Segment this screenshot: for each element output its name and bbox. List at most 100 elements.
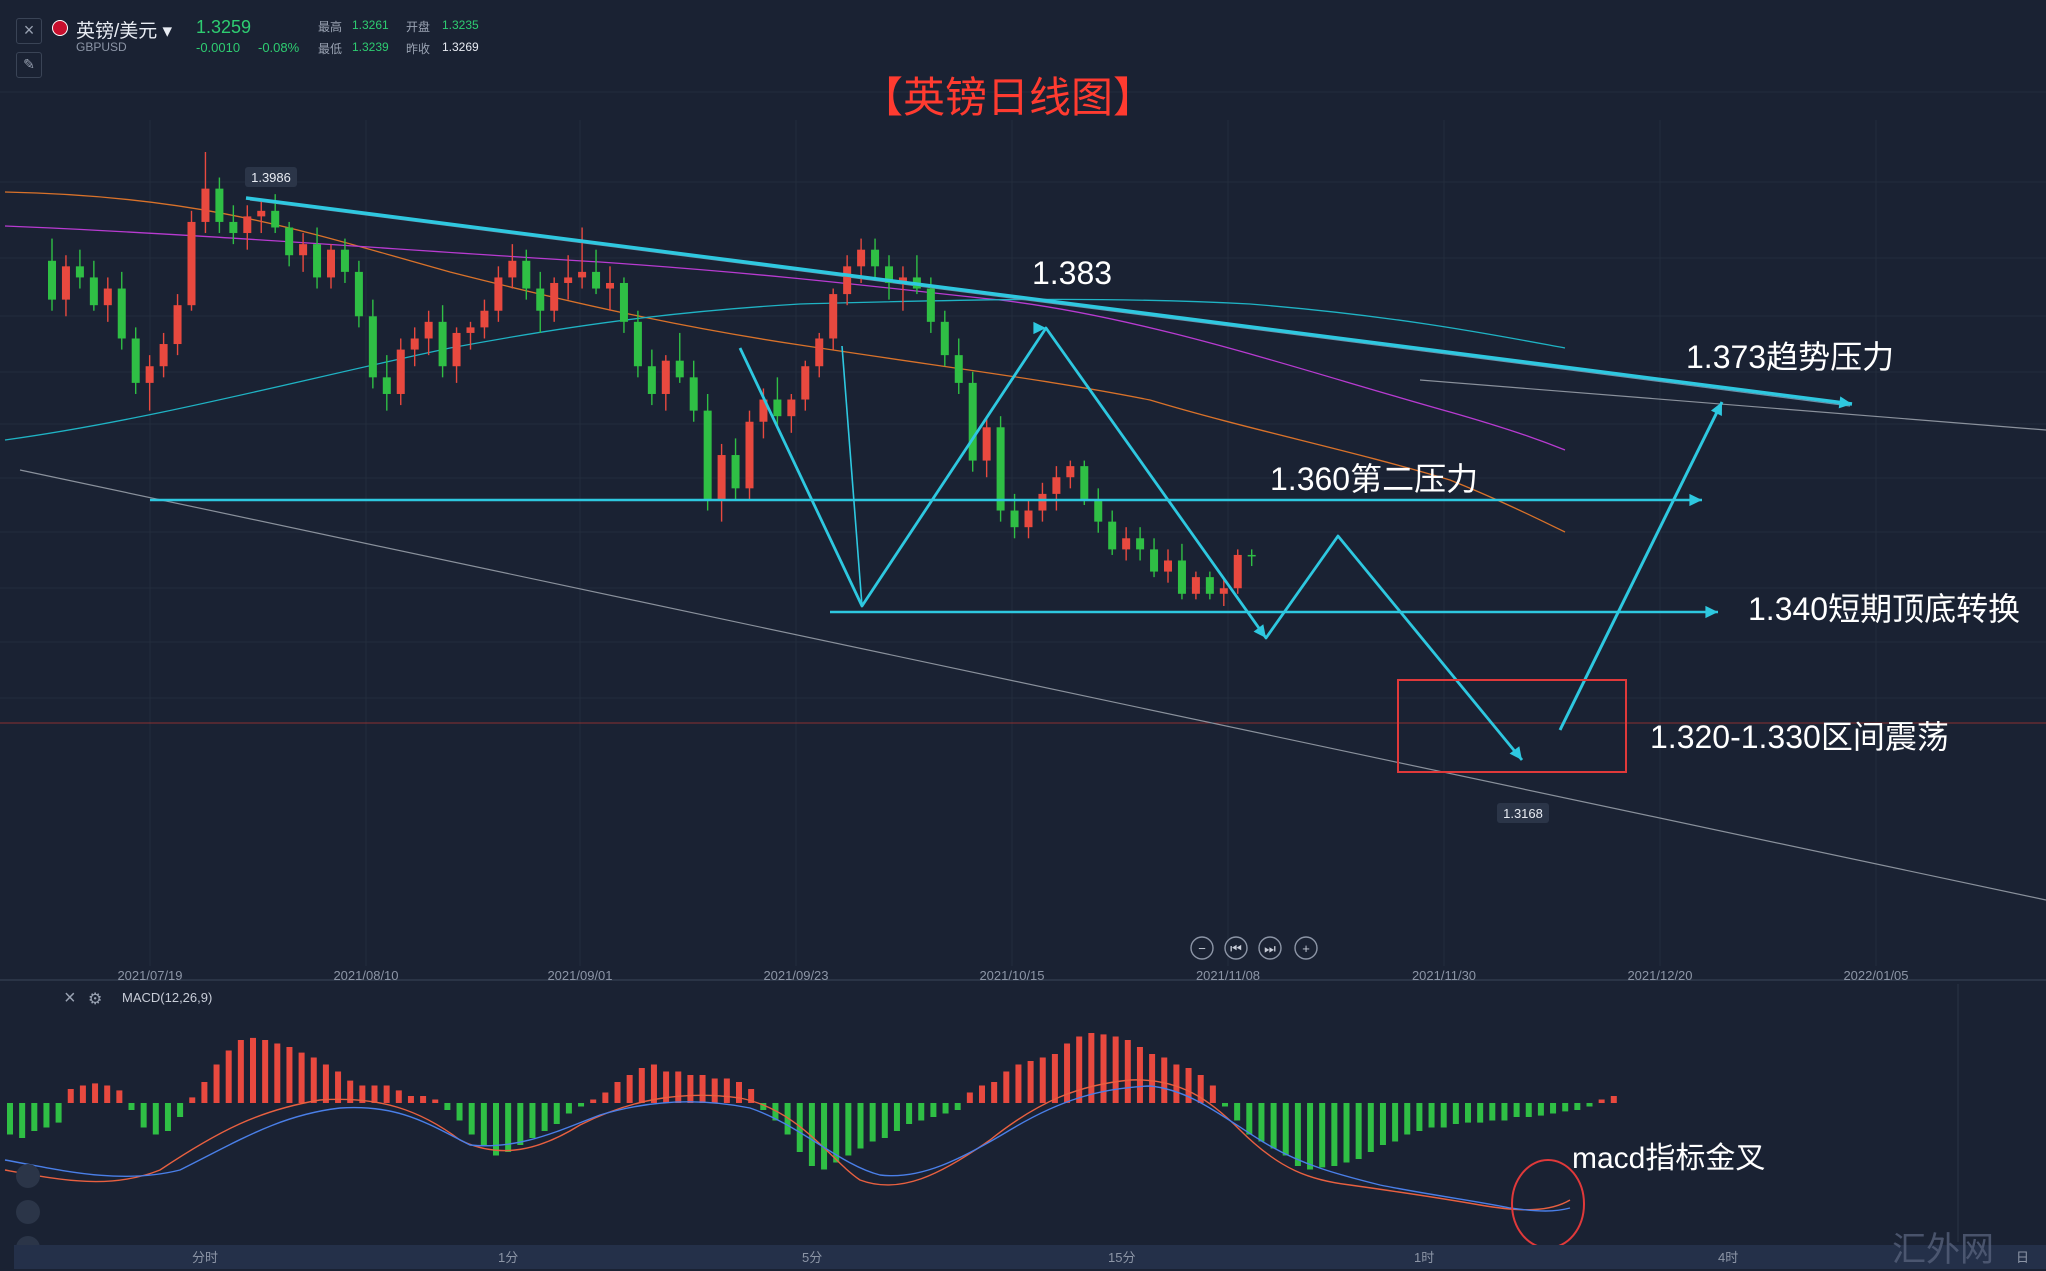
macd-bar xyxy=(92,1083,99,1103)
macd-bar xyxy=(480,1103,487,1145)
macd-bar xyxy=(1343,1103,1350,1163)
macd-bar xyxy=(626,1075,633,1103)
swing-head-2 xyxy=(1253,624,1266,638)
macd-bar xyxy=(663,1071,670,1103)
candle-body xyxy=(773,399,782,417)
macd-bar xyxy=(152,1103,159,1135)
low-label: 最低 xyxy=(318,42,343,56)
candle-body xyxy=(1136,538,1145,550)
macd-bar xyxy=(881,1103,888,1138)
timeframe-button-1[interactable]: 1分 xyxy=(498,1250,519,1265)
peak-label: 1.383 xyxy=(1032,255,1112,291)
macd-bar xyxy=(79,1085,86,1103)
macd-bar xyxy=(250,1037,256,1103)
candle-body xyxy=(606,282,614,289)
candle-body xyxy=(1024,510,1033,528)
ma-orange-line xyxy=(4,191,1566,533)
candle-body xyxy=(843,266,852,295)
candle-body xyxy=(619,282,628,322)
candle-body xyxy=(647,366,656,394)
macd-bar xyxy=(821,1103,828,1170)
ma-cyan-line xyxy=(4,298,1566,441)
symbol-name[interactable]: 英镑/美元 ▾ xyxy=(76,21,173,42)
timeframe-button-3[interactable]: 15分 xyxy=(1108,1250,1136,1265)
candle-body xyxy=(954,355,963,383)
candle-body xyxy=(1010,510,1019,528)
macd-bar xyxy=(7,1103,13,1135)
candle-body xyxy=(159,344,168,367)
macd-label: MACD(12,26,9) xyxy=(122,990,212,1005)
macd-bar xyxy=(359,1085,366,1103)
timeframe-button-5[interactable]: 4时 xyxy=(1718,1250,1739,1265)
candle-body xyxy=(327,249,335,278)
macd-bar xyxy=(420,1096,427,1103)
timeframe-button-2[interactable]: 5分 xyxy=(802,1250,823,1265)
price-badge-text: 1.3986 xyxy=(251,170,291,185)
timeframe-button-4[interactable]: 1时 xyxy=(1414,1250,1435,1265)
candle-body xyxy=(898,277,907,283)
macd-bar xyxy=(67,1089,74,1103)
macd-bar xyxy=(808,1103,815,1166)
pivot-level-arrow-head xyxy=(1705,605,1718,619)
candle-body xyxy=(536,288,545,311)
candle-body xyxy=(187,221,196,306)
close-icon[interactable]: × xyxy=(16,18,42,44)
macd-bar xyxy=(833,1103,840,1163)
skip-end-icon[interactable]: ⏭ xyxy=(1258,936,1282,960)
macd-bar xyxy=(966,1092,973,1103)
macd-bar xyxy=(748,1089,755,1103)
timeframe-button-0[interactable]: 分时 xyxy=(192,1250,219,1265)
timeframe-button-6[interactable]: 日 xyxy=(2016,1250,2030,1265)
trend-resistance-arrow xyxy=(245,196,1853,406)
second-resistance-label: 1.360第二压力 xyxy=(1270,461,1478,497)
candle-body xyxy=(1247,554,1256,557)
macd-bar xyxy=(1355,1103,1362,1159)
high-label: 最高 xyxy=(318,20,343,34)
macd-bar xyxy=(371,1085,378,1103)
macd-bar xyxy=(213,1064,220,1103)
minus-circle-icon[interactable]: − xyxy=(1190,936,1214,960)
plus-circle-icon[interactable]: + xyxy=(1294,936,1318,960)
macd-bar xyxy=(274,1043,281,1103)
macd-bar xyxy=(1367,1103,1374,1152)
macd-bar xyxy=(1149,1054,1156,1103)
candle-body xyxy=(968,382,977,461)
candle-body xyxy=(1150,549,1159,572)
macd-bar xyxy=(1258,1103,1265,1142)
open-value: 1.3235 xyxy=(442,18,479,32)
macd-bar xyxy=(1501,1103,1508,1121)
pencil-icon[interactable]: ✎ xyxy=(16,52,42,78)
price-change: -0.0010 xyxy=(196,40,241,55)
macd-bar xyxy=(237,1040,244,1103)
candle-body xyxy=(550,282,559,311)
macd-bar xyxy=(1307,1103,1314,1170)
candle-body xyxy=(717,455,726,500)
timeframe-bar xyxy=(14,1245,2046,1269)
candle-body xyxy=(1066,466,1075,478)
x-tick-label: 2021/11/30 xyxy=(1412,968,1476,983)
macd-bar xyxy=(1574,1103,1581,1110)
macd-bar xyxy=(918,1103,925,1121)
candle-body xyxy=(368,316,377,378)
chart-title: 【英镑日线图】 xyxy=(861,74,1155,121)
skip-start-icon[interactable]: ⏮ xyxy=(1224,936,1248,960)
macd-bar xyxy=(432,1099,439,1103)
macd-bar xyxy=(407,1096,414,1103)
x-tick-label: 2021/10/15 xyxy=(979,968,1044,983)
control-ring xyxy=(1294,936,1318,960)
macd-bar xyxy=(590,1099,597,1103)
macd-bar xyxy=(286,1047,293,1103)
macd-bar xyxy=(578,1103,585,1107)
macd-bar xyxy=(1452,1103,1459,1124)
macd-bar xyxy=(1416,1103,1423,1131)
macd-bar xyxy=(43,1103,50,1128)
macd-bar xyxy=(456,1103,463,1121)
macd-bar xyxy=(1161,1057,1168,1103)
indicator-icon xyxy=(16,1164,40,1188)
trend-resistance-arrow-head xyxy=(1838,396,1852,409)
grid-lines xyxy=(0,91,2046,981)
candle-body xyxy=(103,288,112,306)
macd-bar xyxy=(1465,1103,1471,1123)
macd-bar xyxy=(1173,1064,1180,1103)
